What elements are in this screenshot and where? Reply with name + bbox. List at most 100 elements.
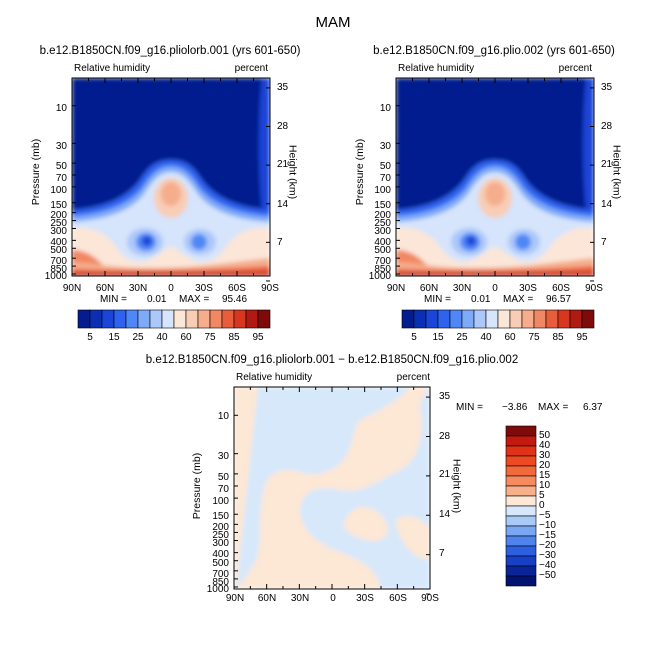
panel1-colorbar-swatch bbox=[113, 309, 127, 329]
panel1-cbar-label: 40 bbox=[156, 332, 168, 343]
panel2-colorbar-swatch bbox=[401, 309, 415, 329]
panel1-colorbar-swatch bbox=[125, 309, 139, 329]
panel1-rtick-14: 14 bbox=[277, 199, 289, 210]
panel3-cbar-label: −15 bbox=[539, 530, 556, 541]
panel2-max-label: MAX = bbox=[503, 294, 534, 305]
panel3-colorbar-swatch bbox=[505, 465, 537, 477]
panel3-cbar-label: 20 bbox=[539, 460, 551, 471]
panel3-ytick-1000: 1000 bbox=[206, 584, 229, 595]
panel3-cbar-label: 0 bbox=[539, 500, 545, 511]
panel2-cbar-label: 40 bbox=[480, 332, 492, 343]
panel3-cbar-label: −20 bbox=[539, 540, 556, 551]
panel1-colorbar-swatch bbox=[257, 309, 271, 329]
panel2-colorbar-swatch bbox=[509, 309, 523, 329]
panel1-variable-label: Relative humidity bbox=[74, 63, 151, 74]
panel2-ytick-150: 150 bbox=[374, 200, 391, 211]
panel2-ytick-50: 50 bbox=[379, 161, 391, 172]
panel3-cbar-label: 50 bbox=[539, 430, 551, 441]
panel1-colorbar-swatch bbox=[89, 309, 103, 329]
panel3-cbar-label: 40 bbox=[539, 440, 551, 451]
panel1-colorbar-swatch bbox=[185, 309, 199, 329]
panel2-ytick-1000: 1000 bbox=[368, 271, 391, 282]
panel2-units-label: percent bbox=[558, 63, 592, 74]
panel1-title: b.e12.B1850CN.f09_g16.pliolorb.001 (yrs … bbox=[39, 45, 301, 57]
panel3-ytick-400: 400 bbox=[212, 549, 229, 560]
panel2-xtick-60s: 60S bbox=[552, 283, 570, 294]
panel1-xtick-60s: 60S bbox=[228, 283, 246, 294]
panel2-rtick-7: 7 bbox=[601, 237, 607, 248]
panel2-cbar-label: 60 bbox=[504, 332, 516, 343]
panel3-ytick-100: 100 bbox=[212, 496, 229, 507]
panel1-rtick-21: 21 bbox=[277, 159, 289, 170]
panel2-xtick-60n: 60N bbox=[419, 283, 439, 294]
panel1-min-label: MIN = bbox=[100, 294, 127, 305]
panel2-xtick-90n: 90N bbox=[386, 283, 406, 294]
panel2-cbar-label: 75 bbox=[528, 332, 540, 343]
panel2-colorbar-swatch bbox=[545, 309, 559, 329]
panel2-ytick-850: 850 bbox=[374, 264, 391, 275]
panel3-colorbar-swatch bbox=[505, 455, 537, 467]
panel1-xtick-90n: 90N bbox=[62, 283, 82, 294]
panel3-cbar-label: −40 bbox=[539, 560, 556, 571]
panel1-ytick-50: 50 bbox=[55, 161, 67, 172]
panel2-rtick-28: 28 bbox=[601, 121, 613, 132]
panel3-rtick-35: 35 bbox=[439, 391, 451, 402]
panel2-xtick-30n: 30N bbox=[452, 283, 472, 294]
panel1-min-value: 0.01 bbox=[147, 294, 167, 305]
panel2-ytick-300: 300 bbox=[374, 226, 391, 237]
panel3-cbar-label: 15 bbox=[539, 470, 551, 481]
panel3-rtick-14: 14 bbox=[439, 509, 451, 520]
panel3-cbar-label: 30 bbox=[539, 450, 551, 461]
panel3-ytick-10: 10 bbox=[217, 411, 229, 422]
panel3-ytick-70: 70 bbox=[217, 484, 229, 495]
panel1-rtick-7: 7 bbox=[277, 237, 283, 248]
panel2-ytick-70: 70 bbox=[379, 173, 391, 184]
panel3-colorbar-swatch bbox=[505, 565, 537, 577]
panel1-max-label: MAX = bbox=[179, 294, 210, 305]
panel3-ytick-200: 200 bbox=[212, 522, 229, 533]
panel1-ytick-70: 70 bbox=[55, 173, 67, 184]
panel3-colorbar-swatch bbox=[505, 495, 537, 507]
panel3-units-label: percent bbox=[396, 372, 430, 383]
panel1-colorbar-swatch bbox=[245, 309, 259, 329]
panel1-xtick-30n: 30N bbox=[128, 283, 148, 294]
panel1-cbar-label: 85 bbox=[228, 332, 240, 343]
panel1-colorbar-swatch bbox=[197, 309, 211, 329]
panel2-xtick-30s: 30S bbox=[519, 283, 537, 294]
panel2-cbar-label: 85 bbox=[552, 332, 564, 343]
panel3-colorbar-swatch bbox=[505, 475, 537, 487]
panel3-colorbar-swatch bbox=[505, 525, 537, 537]
panel1-colorbar-swatch bbox=[221, 309, 235, 329]
panel1-units-label: percent bbox=[234, 63, 268, 74]
panel2-ytick-100: 100 bbox=[374, 185, 391, 196]
panel3-ytick-700: 700 bbox=[212, 569, 229, 580]
panel3-rtick-21: 21 bbox=[439, 469, 451, 480]
panel3-title: b.e12.B1850CN.f09_g16.pliolorb.001 − b.e… bbox=[145, 354, 519, 366]
panel1-colorbar-swatch bbox=[233, 309, 247, 329]
panel2-colorbar-swatch bbox=[413, 309, 427, 329]
panel1-rtick-35: 35 bbox=[277, 82, 289, 93]
panel3-max-label: MAX = bbox=[538, 402, 569, 413]
panel1-cbar-label: 75 bbox=[204, 332, 216, 343]
panel2-rtick-14: 14 bbox=[601, 199, 613, 210]
panel1-xtick-30s: 30S bbox=[195, 283, 213, 294]
panel3-colorbar-swatch bbox=[505, 445, 537, 457]
panel2-colorbar-swatch bbox=[569, 309, 583, 329]
panel3-ytick-30: 30 bbox=[217, 451, 229, 462]
panel2-colorbar-swatch bbox=[461, 309, 475, 329]
panel3-max-value: 6.37 bbox=[583, 402, 603, 413]
panel2-ytick-250: 250 bbox=[374, 218, 391, 229]
panel3-ytick-150: 150 bbox=[212, 511, 229, 522]
panel2-colorbar-swatch bbox=[581, 309, 595, 329]
panel1-colorbar-swatch bbox=[173, 309, 187, 329]
panel2-ytick-200: 200 bbox=[374, 210, 391, 221]
panel1-ytick-1000: 1000 bbox=[44, 271, 67, 282]
panel2-ytick-30: 30 bbox=[379, 141, 391, 152]
panel3-xtick-60s: 60S bbox=[389, 593, 407, 604]
panel2-min-label: MIN = bbox=[424, 294, 451, 305]
panel1-cbar-label: 5 bbox=[87, 332, 93, 343]
panel2-ytick-500: 500 bbox=[374, 245, 391, 256]
panel3-min-value: −3.86 bbox=[502, 402, 528, 413]
panel3-colorbar-swatch bbox=[505, 505, 537, 517]
panel1-xtick-0: 0 bbox=[168, 283, 174, 294]
